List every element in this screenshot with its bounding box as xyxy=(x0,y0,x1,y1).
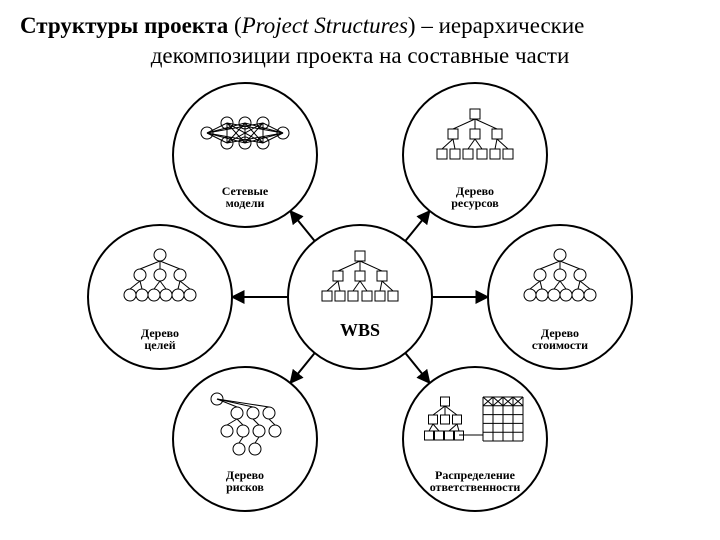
title-line-2: декомпозиции проекта на составные части xyxy=(20,43,700,69)
label-net: Сетевые модели xyxy=(175,185,315,210)
diagram-svg xyxy=(20,77,700,517)
label-goal: Дерево целей xyxy=(90,327,230,352)
node-center xyxy=(288,225,432,369)
structures-diagram: Сетевые модели Дерево ресурсов Дерево целе… xyxy=(20,77,700,517)
title-line-1: Структуры проекта (Project Structures) –… xyxy=(20,12,700,41)
label-center: WBS xyxy=(290,321,430,340)
label-resp: Распределение ответственности xyxy=(405,469,545,494)
title-rest: – иерархические xyxy=(421,13,584,38)
label-risk: Дерево рисков xyxy=(175,469,315,494)
title-paren: Project Structures xyxy=(242,13,408,38)
title-main: Структуры проекта xyxy=(20,13,228,38)
label-res: Дерево ресурсов xyxy=(405,185,545,210)
label-cost: Дерево стоимости xyxy=(490,327,630,352)
